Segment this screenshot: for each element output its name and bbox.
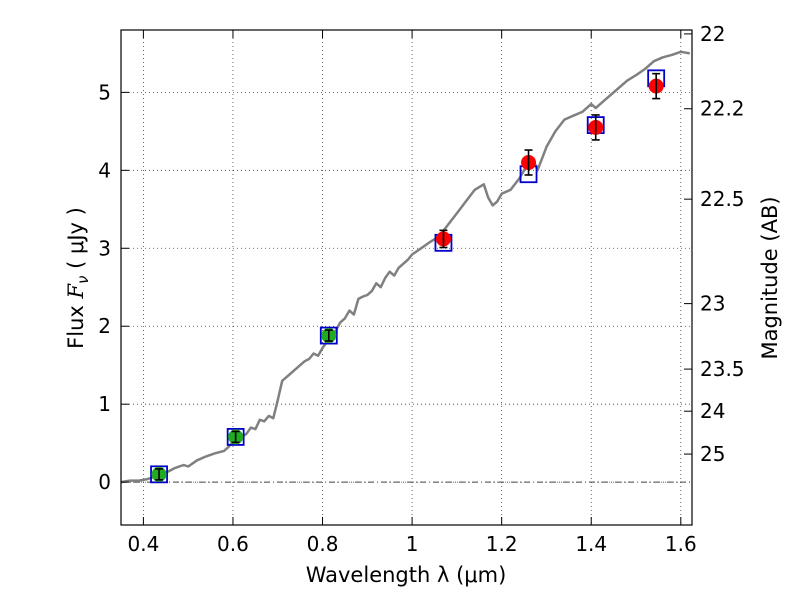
y2-axis-label: Magnitude (AB)	[758, 196, 782, 359]
x-tick-label-4: 1.2	[486, 532, 518, 556]
y-axis-label-prefix: Flux	[64, 299, 88, 349]
x-axis-label: Wavelength λ (μm)	[306, 563, 507, 587]
axis-ticks: 0.4 0.6 0.8 1 1.2 1.4 1.60123452222.222.52323.…	[98, 22, 744, 556]
plot-frame	[120, 29, 693, 526]
y-tick-label-4: 4	[98, 158, 111, 182]
x-tick-label-5: 1.4	[575, 532, 607, 556]
model-square-0	[150, 465, 168, 484]
model-square-1	[226, 428, 245, 446]
y2-tick-label-2: 22.5	[700, 187, 745, 211]
x-tick-label-1: 0.6	[217, 532, 249, 556]
axes-frame	[120, 29, 693, 526]
y-axis-label-suffix: ( μJy )	[64, 207, 88, 275]
y-tick-label-3: 3	[98, 236, 111, 260]
x-tick-label-3: 1	[406, 532, 419, 556]
y-axis-label-symbol: F	[64, 283, 88, 300]
x-tick-label-6: 1.6	[665, 532, 697, 556]
y2-tick-label-6: 25	[700, 442, 725, 466]
y2-tick-label-1: 22.2	[700, 97, 745, 121]
y-tick-label-2: 2	[98, 314, 111, 338]
y-tick-label-0: 0	[98, 470, 111, 494]
x-tick-label-0: 0.4	[127, 532, 159, 556]
y2-tick-label-0: 22	[700, 22, 725, 46]
y2-tick-label-4: 23.5	[700, 357, 745, 381]
y2-tick-label-3: 23	[700, 292, 725, 316]
model-square-2	[319, 326, 338, 345]
y-axis-label-subscript: ν	[74, 276, 92, 284]
y-axis-label: Flux Fν ( μJy )	[64, 207, 92, 349]
grid-lines	[121, 30, 692, 525]
model-band-squares	[150, 69, 666, 484]
x-tick-label-2: 0.8	[307, 532, 339, 556]
y2-tick-label-5: 24	[700, 399, 725, 423]
y-tick-label-1: 1	[98, 392, 111, 416]
y-tick-label-5: 5	[98, 80, 111, 104]
photometry-points	[151, 72, 664, 482]
